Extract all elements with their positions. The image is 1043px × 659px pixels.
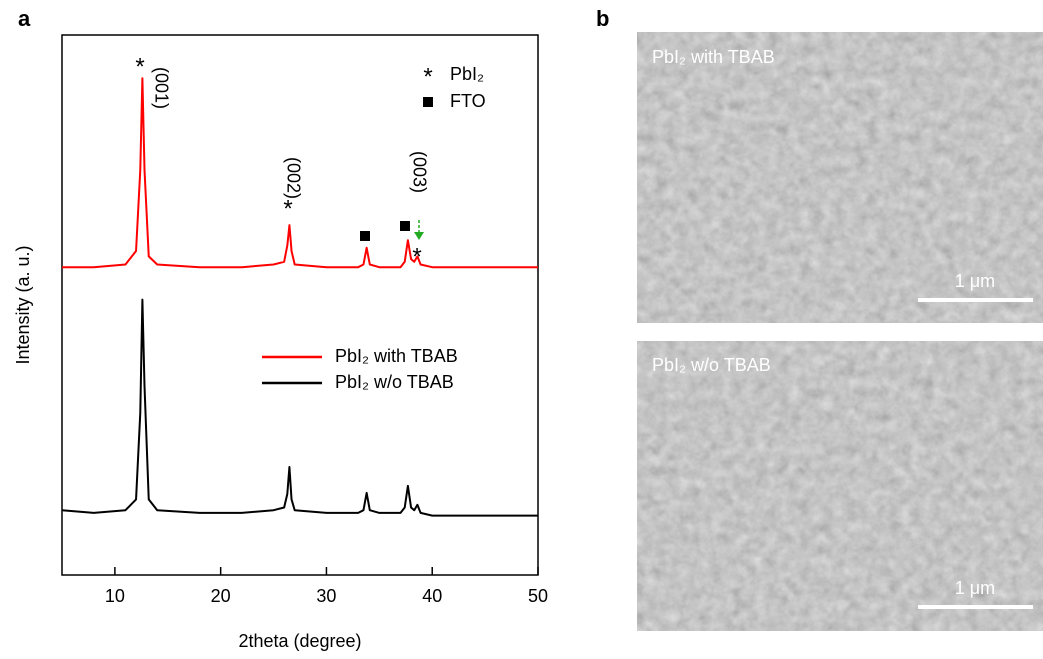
x-tick-label: 30 xyxy=(316,586,336,606)
legend-symbol: * xyxy=(423,63,432,90)
image-caption: PbI₂ with TBAB xyxy=(652,47,775,67)
series-line xyxy=(61,298,538,517)
sem-image xyxy=(637,341,1043,631)
x-tick-label: 50 xyxy=(528,586,548,606)
plot-frame xyxy=(61,34,539,576)
x-tick-label: 10 xyxy=(105,586,125,606)
image-caption: PbI₂ w/o TBAB xyxy=(652,355,771,375)
legend-label: FTO xyxy=(450,91,486,111)
x-tick-label: 40 xyxy=(422,586,442,606)
fto-marker xyxy=(400,221,410,231)
y-axis-label: Intensity (a. u.) xyxy=(13,245,33,364)
legend-fto-marker xyxy=(423,97,433,107)
fto-marker xyxy=(360,231,370,241)
scale-label: 1 μm xyxy=(955,271,995,291)
annotation: (001) xyxy=(151,67,171,109)
panel-label: b xyxy=(596,6,609,31)
scale-label: 1 μm xyxy=(955,578,995,598)
annotation: (002) xyxy=(283,157,303,199)
x-tick-label: 20 xyxy=(211,586,231,606)
series-line xyxy=(62,77,538,269)
legend-label: PbI₂ w/o TBAB xyxy=(335,372,454,392)
annotation: * xyxy=(412,243,421,270)
sem-image xyxy=(637,32,1043,323)
panel-label: a xyxy=(18,6,31,31)
legend-label: PbI₂ with TBAB xyxy=(335,346,458,366)
x-axis-label: 2theta (degree) xyxy=(238,631,361,651)
legend-label: PbI₂ xyxy=(450,64,484,84)
annotation: * xyxy=(135,53,144,80)
annotation: * xyxy=(283,195,292,222)
arrow-head xyxy=(414,232,424,240)
annotation: (003) xyxy=(409,151,429,193)
